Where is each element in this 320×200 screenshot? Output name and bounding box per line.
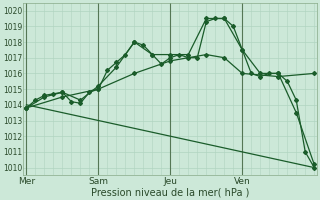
X-axis label: Pression niveau de la mer( hPa ): Pression niveau de la mer( hPa ) — [91, 187, 250, 197]
